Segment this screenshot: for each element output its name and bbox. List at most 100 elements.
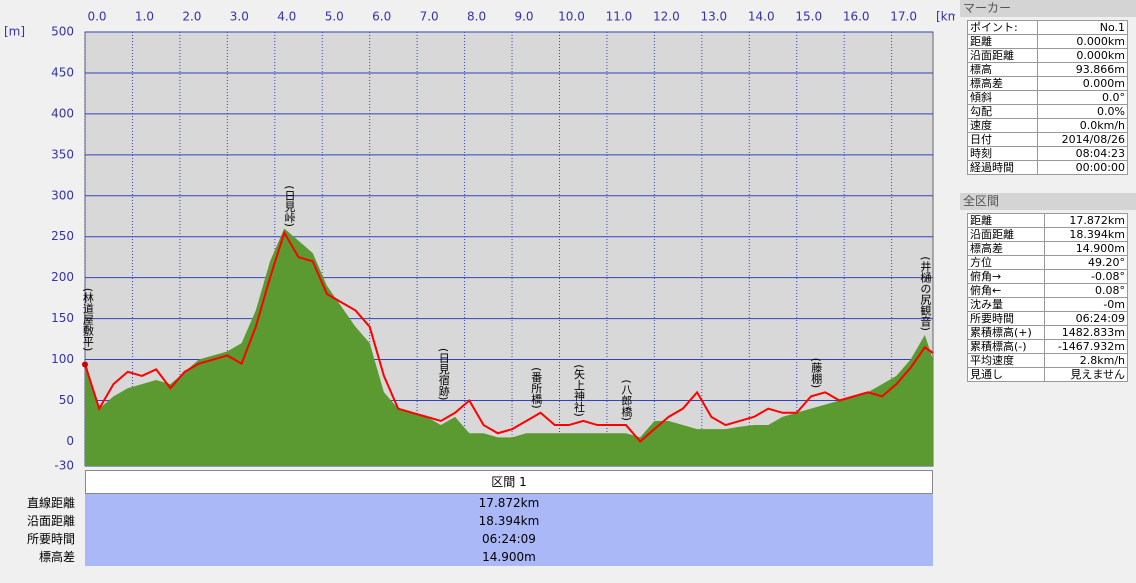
- table-row: 標高差 14.900m: [967, 241, 1129, 256]
- row-value: 2014/08/26: [1036, 132, 1129, 147]
- row-value: 0.000m: [1036, 76, 1129, 91]
- y-axis-label: [m]: [4, 25, 25, 39]
- annotation: (矢上神社): [572, 364, 585, 417]
- table-row: 沈み量 -0m: [967, 297, 1129, 312]
- row-label: 俯角←: [967, 283, 1045, 298]
- annotation: (日見宿跡): [437, 348, 450, 401]
- table-row: 累積標高(+) 1482.833m: [967, 325, 1129, 340]
- section-header: 区間 1: [85, 470, 933, 494]
- row-label: 標高差: [967, 241, 1045, 256]
- row-value: 93.866m: [1036, 62, 1129, 77]
- chart: [m] [km] -30 0 50 100 150 200 250 300 350 400 450 5…: [4, 10, 955, 471]
- row-value: 06:24:09: [85, 530, 933, 548]
- row-value: 08:04:23: [1036, 146, 1129, 161]
- row-value: 00:00:00: [1036, 160, 1129, 175]
- row-label: 所要時間: [26, 532, 75, 546]
- row-label: 勾配: [967, 104, 1038, 119]
- row-value: 0.000km: [1036, 48, 1129, 63]
- y-tick-label: 0: [66, 434, 74, 448]
- annotation: (番所橋): [530, 367, 543, 409]
- total-panel: 全区間 距離 17.872km 沿面距離 18.394km 標高差 14.900m 方位 49…: [960, 193, 1136, 382]
- row-value: 0.0km/h: [1036, 118, 1129, 133]
- annotation: (八郎橋): [620, 379, 633, 421]
- x-tick-label: 8.0: [467, 10, 486, 24]
- start-marker: [82, 361, 88, 368]
- row-value: 見えません: [1043, 367, 1129, 382]
- row-value: -1467.932m: [1043, 339, 1129, 354]
- table-row: 沿面距離 18.394km: [967, 227, 1129, 242]
- row-label: 累積標高(+): [967, 325, 1045, 340]
- row-label: 距離: [967, 213, 1045, 228]
- row-label: 経過時間: [967, 160, 1038, 175]
- row-label: 所要時間: [967, 311, 1045, 326]
- x-tick-label: 1.0: [135, 10, 154, 24]
- row-value: -0m: [1043, 297, 1129, 312]
- row-label: 標高差: [967, 76, 1038, 91]
- table-row: 所要時間 06:24:09: [967, 311, 1129, 326]
- row-label: 沿面距離: [967, 48, 1038, 63]
- table-row: 見通し 見えません: [967, 367, 1129, 382]
- row-label: 沿面距離: [26, 514, 75, 528]
- table-row: 標高差 0.000m: [967, 76, 1129, 91]
- y-tick-label: 250: [51, 229, 74, 243]
- row-value: 17.872km: [1043, 213, 1129, 228]
- row-value: 0.000km: [1036, 34, 1129, 49]
- x-tick-label: 17.0: [890, 10, 917, 24]
- table-row: 標高 93.866m: [967, 62, 1129, 77]
- x-tick-label: 0.0: [87, 10, 106, 24]
- table-row: 俯角← 0.08°: [967, 283, 1129, 298]
- row-label: 時刻: [967, 146, 1038, 161]
- row-label: ポイント:: [967, 20, 1038, 35]
- row-value: 18.394km: [85, 512, 933, 530]
- y-tick-label: 100: [51, 352, 74, 366]
- table-row: 経過時間 00:00:00: [967, 160, 1129, 175]
- section-row: 所要時間 06:24:09: [0, 530, 933, 548]
- marker-table: ポイント: No.1 距離 0.000km 沿面距離 0.000km 標高 93.866m 標高…: [967, 20, 1129, 175]
- row-value: 0.08°: [1043, 283, 1129, 298]
- x-tick-label: 15.0: [795, 10, 822, 24]
- y-tick-label: 150: [51, 311, 74, 325]
- annotation: (藤棚): [810, 358, 823, 389]
- table-row: 方位 49.20°: [967, 255, 1129, 270]
- table-row: 傾斜 0.0°: [967, 90, 1129, 105]
- row-value: 0.0°: [1036, 90, 1129, 105]
- annotation: (井樋の尻観音): [919, 256, 932, 331]
- terrain-area: [85, 228, 933, 466]
- table-row: 日付 2014/08/26: [967, 132, 1129, 147]
- row-value: 49.20°: [1043, 255, 1129, 270]
- row-value: 2.8km/h: [1043, 353, 1129, 368]
- row-value: 1482.833m: [1043, 325, 1129, 340]
- y-tick-label: 500: [51, 25, 74, 39]
- table-row: 累積標高(-) -1467.932m: [967, 339, 1129, 354]
- row-value: 17.872km: [85, 494, 933, 512]
- y-tick-label: -30: [54, 459, 74, 471]
- row-label: 平均速度: [967, 353, 1045, 368]
- y-tick-label: 300: [51, 188, 74, 202]
- row-value: 14.900m: [1043, 241, 1129, 256]
- section-row: 標高差 14.900m: [0, 548, 933, 566]
- row-label: 見通し: [967, 367, 1045, 382]
- annotation: (林道屋敷平): [81, 288, 94, 352]
- table-row: 速度 0.0km/h: [967, 118, 1129, 133]
- y-tick-label: 200: [51, 270, 74, 284]
- x-tick-label: 6.0: [372, 10, 391, 24]
- row-value: No.1: [1036, 20, 1129, 35]
- row-label: 直線距離: [26, 496, 75, 510]
- x-tick-label: 7.0: [420, 10, 439, 24]
- x-tick-label: 2.0: [182, 10, 201, 24]
- x-tick-label: 13.0: [700, 10, 727, 24]
- section-row: 沿面距離 18.394km: [0, 512, 933, 530]
- total-table: 距離 17.872km 沿面距離 18.394km 標高差 14.900m 方位 49.20°…: [967, 213, 1129, 382]
- row-value: 14.900m: [85, 548, 933, 566]
- table-row: 沿面距離 0.000km: [967, 48, 1129, 63]
- x-tick-label: 5.0: [325, 10, 344, 24]
- x-tick-label: 4.0: [277, 10, 296, 24]
- table-row: 時刻 08:04:23: [967, 146, 1129, 161]
- row-label: 累積標高(-): [967, 339, 1045, 354]
- row-value: 0.0%: [1036, 104, 1129, 119]
- panel-header: マーカー: [960, 0, 1136, 17]
- row-label: 距離: [967, 34, 1038, 49]
- y-tick-label: 450: [51, 65, 74, 79]
- table-row: 平均速度 2.8km/h: [967, 353, 1129, 368]
